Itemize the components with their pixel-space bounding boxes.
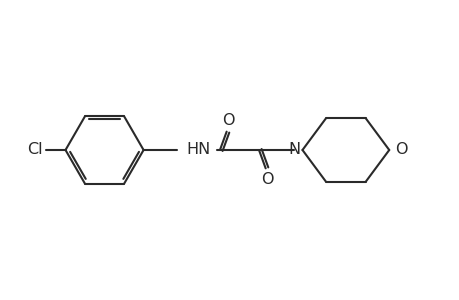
Text: O: O xyxy=(394,142,406,158)
Text: N: N xyxy=(287,142,300,158)
Text: O: O xyxy=(221,113,234,128)
Text: O: O xyxy=(260,172,273,187)
Text: Cl: Cl xyxy=(28,142,43,158)
Text: HN: HN xyxy=(186,142,210,158)
